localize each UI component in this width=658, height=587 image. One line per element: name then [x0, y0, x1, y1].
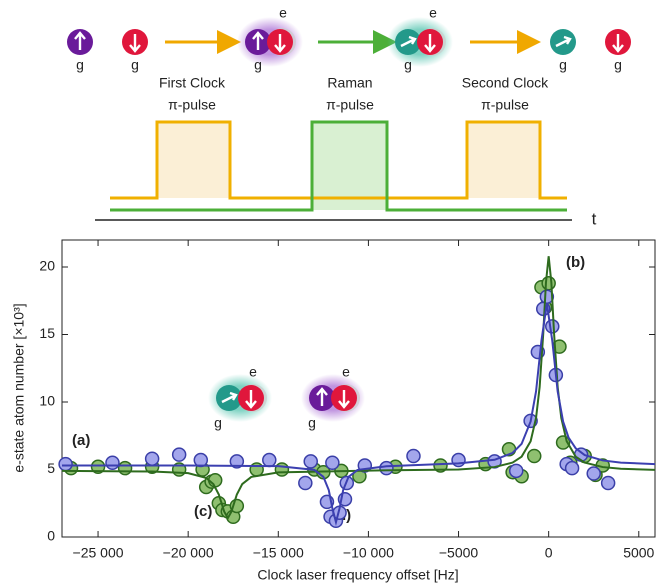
data-point [229, 454, 245, 469]
inset-label: g [214, 415, 222, 431]
data-point [207, 473, 223, 488]
x-axis-label: Clock laser frequency offset [Hz] [257, 567, 458, 583]
raman-trace [110, 120, 567, 212]
data-point [586, 466, 601, 481]
x-tick-label: −5000 [439, 545, 479, 561]
data-point [539, 289, 555, 304]
fit-line [61, 256, 656, 521]
y-tick-label: 10 [39, 393, 55, 409]
inset-pair [301, 374, 365, 422]
y-axis-label: e-state atom number [×10³] [11, 303, 27, 472]
data-point [262, 452, 277, 468]
y-tick-label: 5 [47, 460, 55, 476]
inset-label: e [249, 364, 257, 380]
ground-label: g [404, 57, 412, 73]
data-point [545, 319, 560, 334]
atom-teal [550, 29, 576, 55]
data-point [564, 460, 580, 476]
ground-label: g [76, 57, 84, 73]
data-point [58, 456, 73, 472]
atom-red [605, 29, 631, 55]
pulse-fill [157, 122, 230, 198]
ground-label: g [614, 57, 622, 73]
data-point [600, 475, 616, 491]
pulse-name: Second Clock [462, 75, 549, 91]
y-tick-label: 20 [39, 258, 55, 274]
data-point [379, 460, 394, 476]
data-point [144, 451, 160, 466]
data-point [171, 447, 187, 462]
x-tick-label: −25 000 [73, 545, 124, 561]
data-point [105, 455, 120, 470]
pulse-fill [467, 122, 540, 198]
x-tick-label: 0 [545, 545, 553, 561]
data-point [508, 463, 524, 479]
y-tick-label: 0 [47, 528, 55, 544]
inset-pair [208, 374, 272, 422]
annotation: (c) [194, 503, 212, 520]
time-label: t [592, 209, 597, 228]
data-point [90, 459, 106, 475]
x-tick-label: −15 000 [253, 545, 304, 561]
data-point [406, 448, 421, 464]
ground-label: g [254, 57, 262, 73]
data-point [298, 475, 313, 491]
data-point [193, 452, 209, 468]
data-point [526, 448, 542, 464]
fit-line [62, 303, 656, 527]
excited-label: e [279, 5, 287, 21]
data-point [541, 275, 556, 291]
inset-label: e [342, 364, 350, 380]
ground-label: g [559, 57, 567, 73]
pulse-name: Raman [327, 75, 372, 91]
plot: Clock laser frequency offset [Hz] e-stat… [11, 239, 656, 583]
atom-red [122, 29, 148, 55]
y-tick-label: 15 [39, 325, 55, 341]
clock-trace [110, 120, 567, 200]
inset-label: g [308, 415, 316, 431]
atom-purple [67, 29, 93, 55]
pulse-name: First Clock [159, 75, 226, 91]
x-tick-label: 5000 [623, 545, 654, 561]
plot-frame [61, 239, 656, 538]
data-point [303, 454, 318, 469]
annotation: (a) [72, 432, 90, 449]
atom-pair [237, 17, 303, 67]
annotation: (b) [566, 254, 585, 271]
x-tick-label: −20 000 [163, 545, 214, 561]
x-tick-label: −10 000 [343, 545, 394, 561]
pulse-kind: π-pulse [481, 97, 529, 113]
pulse-kind: π-pulse [326, 97, 374, 113]
pulse-kind: π-pulse [168, 97, 216, 113]
data-point [117, 460, 133, 476]
ground-label: g [131, 57, 139, 73]
fit-lines [61, 256, 656, 527]
pulse-fill [312, 122, 387, 210]
data-point [325, 455, 340, 470]
schematic: g g g g g g e e First Clock π-pulse Rama… [67, 5, 631, 228]
excited-label: e [429, 5, 437, 21]
data-point [274, 462, 290, 477]
atom-pair [387, 17, 453, 67]
